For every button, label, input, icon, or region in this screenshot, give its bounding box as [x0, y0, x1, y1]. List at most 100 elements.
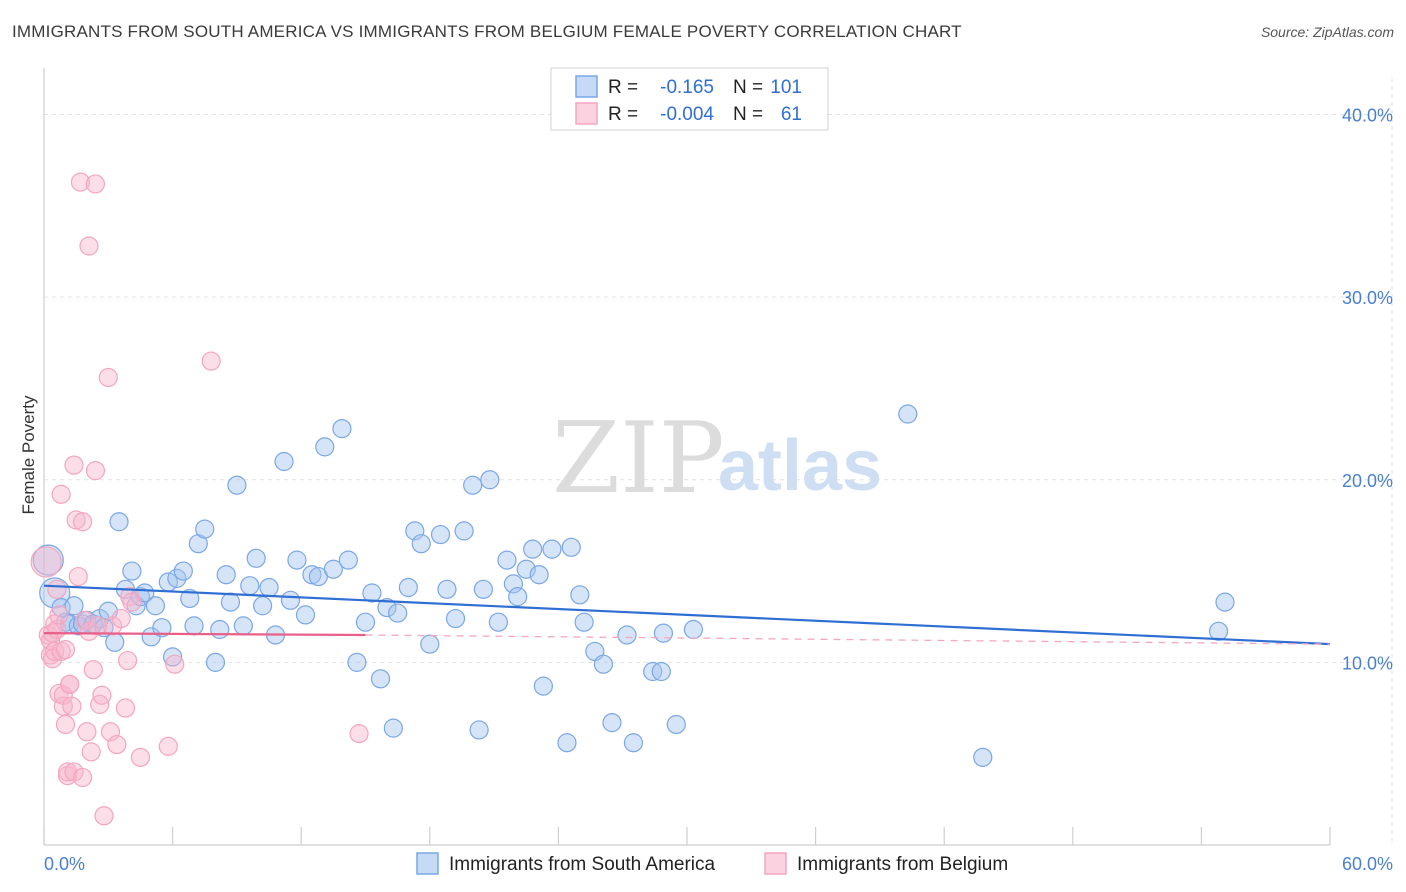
- belgium-point: [64, 455, 84, 475]
- south-america-point: [898, 404, 918, 424]
- south-america-point: [617, 625, 637, 645]
- y-tick-labels: 10.0% 20.0% 30.0% 40.0%: [1342, 106, 1393, 674]
- x-tick-label-max: 60.0%: [1342, 854, 1393, 874]
- belgium-point: [83, 660, 103, 680]
- legend-swatch-south-america: [575, 75, 598, 98]
- chart-title: IMMIGRANTS FROM SOUTH AMERICA VS IMMIGRA…: [12, 22, 962, 41]
- south-america-point: [323, 559, 343, 579]
- belgium-point: [70, 172, 91, 192]
- south-america-point: [347, 652, 367, 672]
- south-america-point: [145, 596, 166, 616]
- belgium-point: [130, 747, 151, 767]
- south-america-point: [105, 632, 125, 652]
- south-america-point: [430, 524, 451, 545]
- axes: [43, 68, 1331, 846]
- south-america-point: [683, 619, 704, 640]
- south-america-point: [593, 654, 614, 674]
- south-america-point: [398, 577, 418, 598]
- south-america-point: [469, 720, 489, 740]
- belgium-point: [55, 639, 76, 660]
- south-america-point: [205, 652, 226, 672]
- belgium-point: [79, 236, 99, 256]
- south-america-point: [280, 590, 301, 610]
- south-america-point: [523, 539, 543, 559]
- south-america-point: [383, 718, 403, 738]
- legend-r-value-1: -0.165: [660, 77, 714, 98]
- belgium-point: [66, 510, 86, 530]
- south-america-point: [623, 733, 644, 753]
- south-america-point: [240, 576, 260, 596]
- legend-n-label-2: N =: [733, 104, 763, 125]
- south-america-point: [274, 451, 294, 472]
- belgium-point: [81, 742, 101, 762]
- south-america-point: [542, 539, 562, 559]
- south-america-point: [561, 537, 581, 557]
- bottom-legend-label-belgium: Immigrants from Belgium: [797, 854, 1008, 875]
- source-credit: Source: ZipAtlas.com: [1260, 24, 1394, 40]
- series-belgium-points: [30, 172, 369, 826]
- south-america-point: [167, 568, 187, 588]
- south-america-point: [666, 714, 686, 735]
- belgium-point: [85, 461, 106, 481]
- belgium-point: [115, 698, 136, 718]
- bottom-legend-swatch-belgium: [764, 852, 787, 875]
- south-america-point: [533, 676, 553, 696]
- belgium-point: [98, 367, 118, 388]
- belgium-point: [55, 714, 76, 735]
- belgium-point: [349, 724, 369, 744]
- south-america-point: [1208, 621, 1229, 641]
- south-america-point: [253, 596, 273, 616]
- legend-r-label-1: R =: [608, 77, 638, 98]
- south-america-point: [570, 585, 590, 605]
- south-america-point: [574, 612, 594, 632]
- south-america-point: [227, 475, 247, 495]
- belgium-point: [165, 654, 185, 674]
- south-america-point: [508, 587, 528, 607]
- bottom-legend-swatch-south-america: [416, 852, 439, 875]
- south-america-point: [332, 419, 352, 439]
- belgium-point: [158, 736, 178, 756]
- south-america-point: [355, 612, 376, 632]
- trend-lines: [43, 584, 1331, 646]
- south-america-point: [529, 565, 549, 585]
- south-america-point: [302, 565, 322, 585]
- trend-line-belgium-extension: [365, 634, 1331, 645]
- belgium-point: [47, 579, 67, 599]
- south-america-point: [163, 647, 183, 667]
- bottom-legend-label-south-america: Immigrants from South America: [449, 854, 716, 875]
- y-tick-label: 30.0%: [1342, 288, 1393, 308]
- grid-lines: [44, 78, 1393, 845]
- belgium-point: [77, 722, 97, 742]
- belgium-point: [49, 605, 69, 625]
- south-america-point: [362, 583, 382, 603]
- belgium-point: [85, 174, 106, 194]
- series-legend: Immigrants from South America Immigrants…: [416, 852, 1008, 875]
- south-america-point: [122, 561, 142, 581]
- south-america-point: [152, 618, 172, 638]
- south-america-point: [445, 608, 466, 629]
- south-america-point: [195, 519, 215, 539]
- belgium-point: [62, 696, 82, 716]
- south-america-point: [651, 661, 671, 682]
- belgium-point: [111, 608, 131, 629]
- south-america-point: [64, 596, 84, 616]
- stats-legend: R = -0.165 N = 101 R = -0.004 N = 61: [550, 67, 829, 131]
- south-america-point: [653, 623, 674, 643]
- belgium-point: [30, 546, 62, 578]
- y-tick-label: 40.0%: [1342, 106, 1393, 126]
- belgium-point: [92, 685, 112, 705]
- belgium-point: [51, 484, 71, 504]
- legend-swatch-belgium: [575, 102, 598, 125]
- belgium-point: [72, 512, 93, 532]
- south-america-point: [259, 577, 279, 598]
- south-america-point: [216, 565, 236, 585]
- south-america-point: [377, 597, 397, 618]
- south-america-point: [109, 512, 129, 532]
- trend-line-belgium: [43, 632, 366, 637]
- belgium-point: [117, 650, 138, 671]
- south-america-point: [338, 550, 358, 570]
- y-axis-label: Female Poverty: [19, 395, 38, 515]
- south-america-point: [210, 619, 230, 640]
- belgium-point: [57, 762, 78, 782]
